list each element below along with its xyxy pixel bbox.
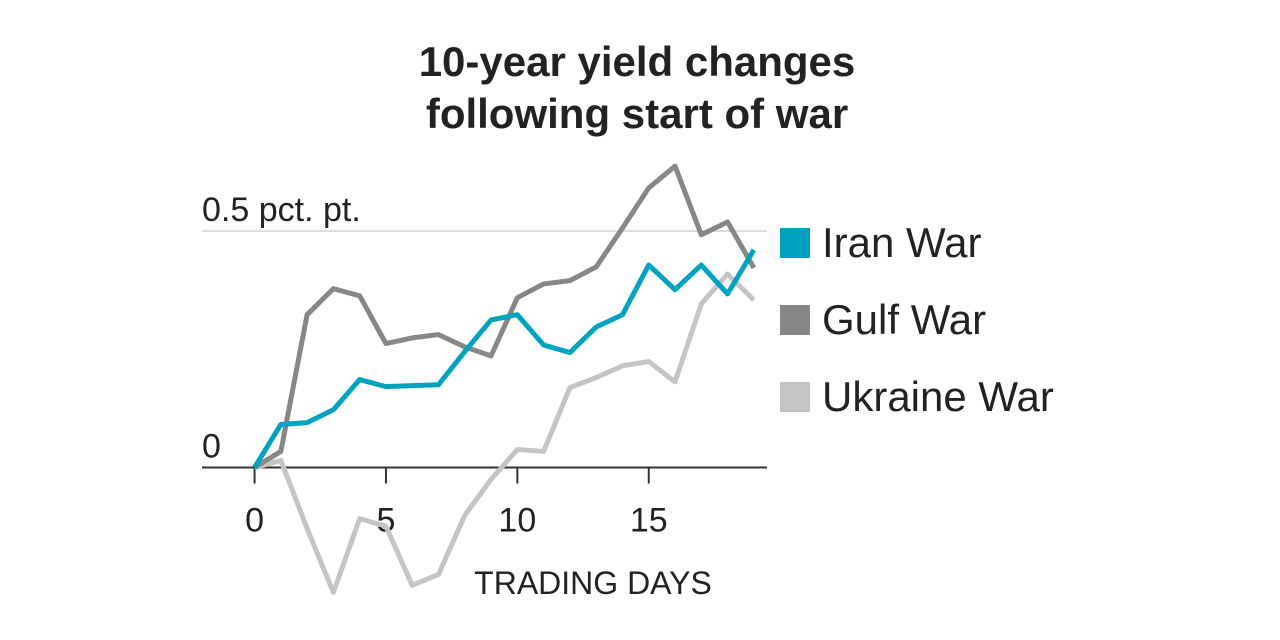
series-line (253, 163, 757, 470)
x-tick-label: 15 (630, 502, 668, 540)
legend-swatch (780, 382, 810, 412)
legend-swatch (780, 305, 810, 335)
y-tick-label: 0.5 pct. pt. (202, 191, 361, 229)
legend-label: Iran War (822, 219, 981, 266)
legend-label: Gulf War (822, 296, 986, 343)
legend-swatch (780, 228, 810, 258)
series-line (252, 248, 757, 469)
x-axis-label: TRADING DAYS (474, 565, 712, 601)
series-line (253, 271, 756, 595)
x-tick-label: 5 (376, 502, 395, 540)
chart-title: 10-year yield changes following start of… (418, 38, 856, 137)
y-tick-label: 0 (202, 428, 221, 466)
legend-label: Ukraine War (822, 373, 1054, 420)
x-tick-label: 0 (245, 502, 264, 540)
x-tick-label: 10 (498, 502, 536, 540)
